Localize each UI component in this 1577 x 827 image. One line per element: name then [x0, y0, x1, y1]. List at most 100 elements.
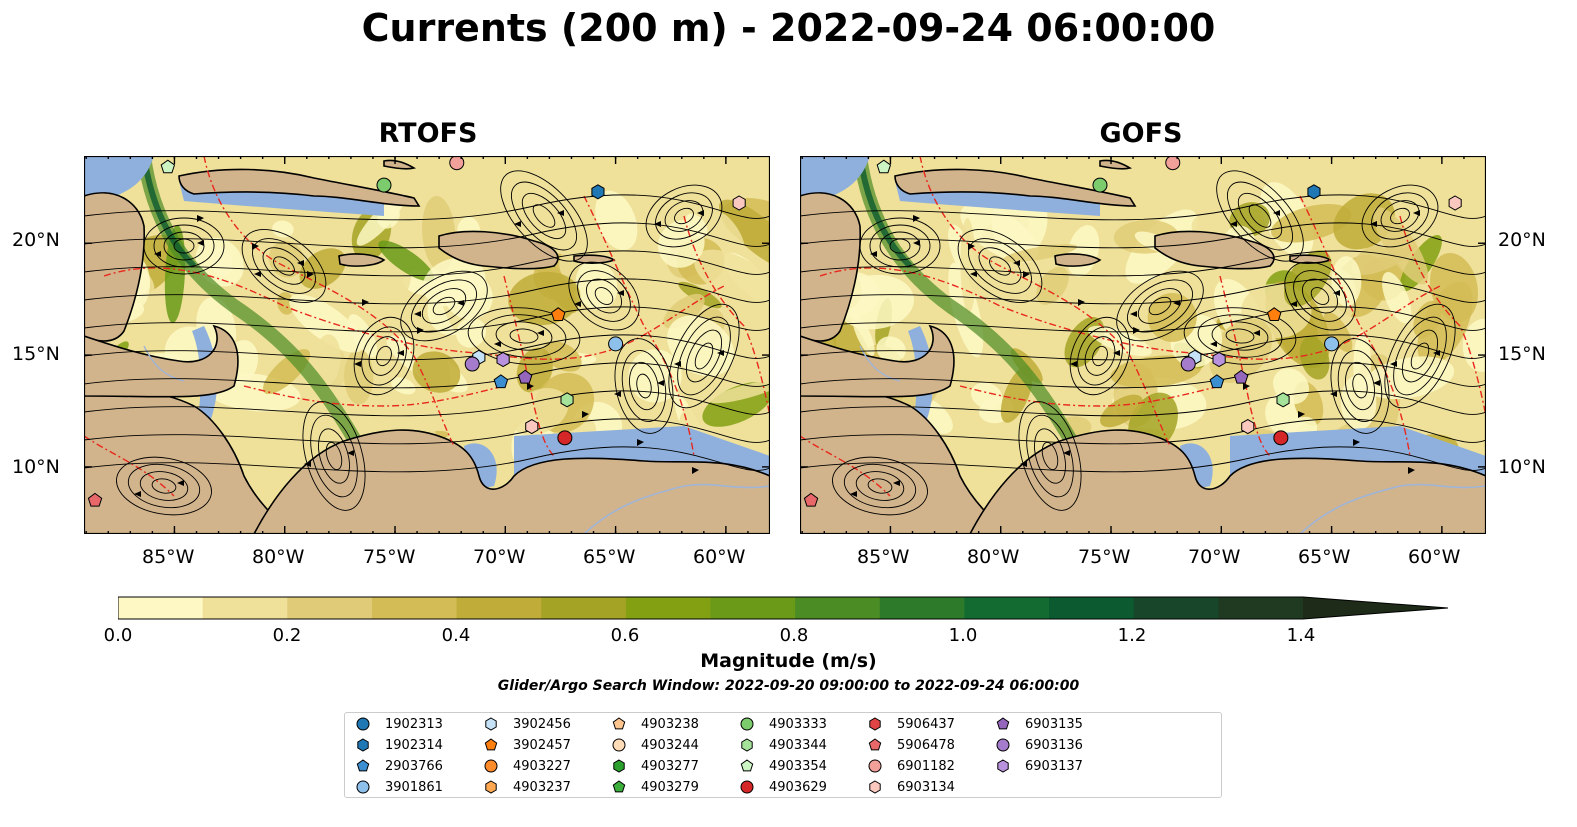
- hexagon-marker-icon: [869, 717, 881, 731]
- legend-item-6901182: 6901182: [867, 758, 955, 774]
- axis-ticks: [84, 156, 770, 534]
- legend-item-3901861: 3901861: [355, 779, 443, 795]
- circle-marker-icon: [612, 738, 626, 752]
- float-marker-3901861: [1324, 336, 1340, 352]
- float-marker-2903766: [493, 374, 509, 389]
- float-marker-1902314: [1307, 184, 1321, 200]
- pentagon-marker-icon: [612, 780, 626, 793]
- legend-label: 3902456: [513, 716, 571, 732]
- circle-marker-icon: [740, 717, 754, 731]
- float-marker-4903629: [1273, 430, 1289, 446]
- legend-label: 4903333: [769, 716, 827, 732]
- legend-label: 6903136: [1025, 737, 1083, 753]
- lon-tick-label: 70°W: [473, 546, 526, 568]
- legend-item-4903629: 4903629: [739, 779, 827, 795]
- float-legend: 1902313 1902314 2903766 3901861 3902456 39024…: [344, 712, 1222, 798]
- search-window-text: Glider/Argo Search Window: 2022-09-20 09…: [497, 678, 1080, 694]
- eez-boundaries: [800, 156, 1486, 497]
- legend-item-5906437: 5906437: [867, 716, 955, 732]
- float-marker-4903333: [1092, 177, 1108, 193]
- float-marker-4903344: [1276, 392, 1290, 408]
- legend-item-6903134: 6903134: [867, 779, 955, 795]
- streamlines: [84, 170, 770, 516]
- float-marker-2903766: [1209, 374, 1225, 389]
- float-marker-6903136: [464, 356, 480, 372]
- float-marker-6903134: [1448, 195, 1462, 211]
- colorbar-tick: 0.2: [272, 625, 302, 646]
- circle-marker-icon: [740, 780, 754, 794]
- streamlines: [800, 170, 1486, 516]
- circle-marker-icon: [868, 759, 882, 773]
- legend-item-5906478: 5906478: [867, 737, 955, 753]
- colorbar-tick: 1.2: [1117, 625, 1147, 646]
- legend-label: 4903227: [513, 758, 571, 774]
- float-marker-4903344: [560, 392, 574, 408]
- legend-label: 4903277: [641, 758, 699, 774]
- panel-title-rtofs: RTOFS: [378, 118, 478, 149]
- float-marker-6903137: [496, 351, 510, 368]
- lon-tick-label: 60°W: [693, 546, 746, 568]
- legend-label: 4903237: [513, 779, 571, 795]
- legend-item-2903766: 2903766: [355, 758, 443, 774]
- float-marker-6903134: [732, 195, 746, 211]
- lon-tick-label: 80°W: [967, 546, 1020, 568]
- legend-label: 1902313: [385, 716, 443, 732]
- colorbar-label: Magnitude (m/s): [700, 650, 877, 672]
- legend-label: 5906478: [897, 737, 955, 753]
- circle-marker-icon: [484, 759, 498, 773]
- pentagon-marker-icon: [356, 759, 370, 772]
- float-marker-1902314: [591, 184, 605, 200]
- pentagon-marker-icon: [740, 759, 754, 772]
- float-marker-3902457: [1267, 307, 1282, 321]
- legend-item-3902457: 3902457: [483, 737, 571, 753]
- lon-tick-label: 75°W: [1078, 546, 1131, 568]
- eez-boundaries: [84, 156, 770, 497]
- legend-label: 4903279: [641, 779, 699, 795]
- legend-item-6903136: 6903136: [995, 737, 1083, 753]
- figure-title: Currents (200 m) - 2022-09-24 06:00:00: [361, 6, 1216, 50]
- pentagon-marker-icon: [484, 738, 498, 751]
- legend-label: 6903137: [1025, 758, 1083, 774]
- legend-label: 3902457: [513, 737, 571, 753]
- pentagon-marker-icon: [996, 717, 1010, 730]
- circle-marker-icon: [356, 780, 370, 794]
- hexagon-marker-icon: [613, 759, 625, 773]
- legend-label: 4903244: [641, 737, 699, 753]
- legend-label: 4903629: [769, 779, 827, 795]
- legend-item-4903279: 4903279: [611, 779, 699, 795]
- legend-item-4903333: 4903333: [739, 716, 827, 732]
- legend-item-4903277: 4903277: [611, 758, 699, 774]
- pentagon-marker-icon: [868, 738, 882, 751]
- axis-ticks: [800, 156, 1486, 534]
- float-marker-3902457: [551, 307, 566, 321]
- hexagon-marker-icon: [357, 738, 369, 752]
- legend-label: 6901182: [897, 758, 955, 774]
- legend-label: 5906437: [897, 716, 955, 732]
- float-marker-6903135: [517, 369, 533, 384]
- lat-tick-label: 10°N: [12, 456, 60, 478]
- lon-tick-label: 60°W: [1408, 546, 1461, 568]
- legend-item-1902314: 1902314: [355, 737, 443, 753]
- float-markers: [87, 156, 746, 507]
- pentagon-marker-icon: [612, 717, 626, 730]
- legend-label: 4903354: [769, 758, 827, 774]
- panel-title-gofs: GOFS: [1099, 118, 1183, 149]
- float-marker-3901861: [608, 336, 624, 352]
- circle-marker-icon: [996, 738, 1010, 752]
- legend-item-4903244: 4903244: [611, 737, 699, 753]
- colorbar-tick: 0.8: [779, 625, 809, 646]
- legend-item-6903137: 6903137: [995, 758, 1083, 774]
- float-markers: [803, 156, 1462, 507]
- legend-item-4903237: 4903237: [483, 779, 571, 795]
- lon-tick-label: 65°W: [1298, 546, 1351, 568]
- float-marker-5906478: [87, 492, 103, 507]
- float-marker-6901182: [449, 156, 465, 171]
- colorbar-tick: 1.0: [948, 625, 978, 646]
- lon-tick-label: 70°W: [1188, 546, 1241, 568]
- map-panel-gofs: [800, 156, 1486, 534]
- hexagon-marker-icon: [741, 738, 753, 752]
- lon-tick-label: 65°W: [583, 546, 636, 568]
- legend-item-6903135: 6903135: [995, 716, 1083, 732]
- colorbar-tick: 0.4: [441, 625, 471, 646]
- float-marker-4903354: [160, 159, 176, 174]
